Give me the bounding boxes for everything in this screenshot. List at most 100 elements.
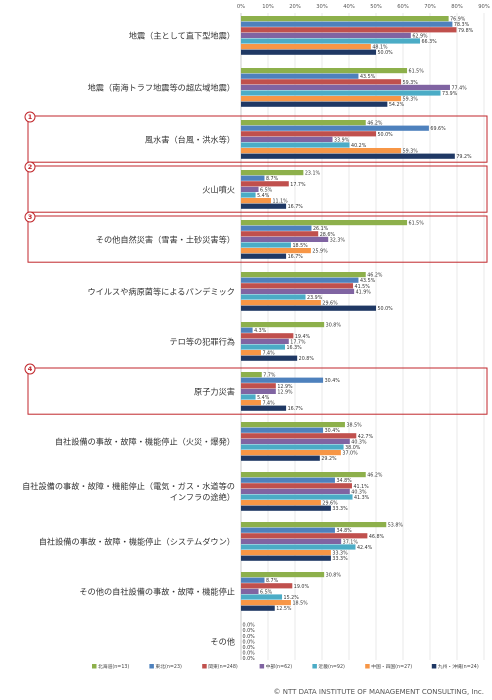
bar xyxy=(241,68,408,74)
category-label: 原子力災害 xyxy=(194,387,235,397)
data-label: 30.4% xyxy=(325,428,341,434)
bar xyxy=(241,27,457,33)
bar xyxy=(241,483,352,489)
data-label: 18.5% xyxy=(292,601,308,607)
bar xyxy=(241,131,376,137)
bar xyxy=(241,32,411,38)
legend-swatch xyxy=(431,664,437,669)
data-label: 0.0% xyxy=(243,634,256,640)
data-label: 20.8% xyxy=(299,356,315,362)
highlight-box xyxy=(27,367,488,415)
category-label: 火山噴火 xyxy=(202,185,235,195)
data-label: 46.2% xyxy=(367,473,383,479)
bar xyxy=(241,422,345,428)
bar xyxy=(241,136,333,142)
bar xyxy=(241,305,376,311)
data-label: 40.3% xyxy=(351,439,367,445)
data-label: 66.3% xyxy=(422,39,438,45)
bar xyxy=(241,555,331,561)
bar xyxy=(241,236,329,242)
data-label: 42.7% xyxy=(358,434,374,440)
bar xyxy=(241,192,256,198)
data-label: 33.3% xyxy=(332,551,348,557)
legend-swatch xyxy=(365,664,370,669)
bar xyxy=(241,186,259,192)
x-tick-label: 20% xyxy=(289,4,301,10)
x-tick-label: 80% xyxy=(451,4,463,10)
bar xyxy=(241,377,324,383)
x-tick-label: 60% xyxy=(397,4,409,10)
bar xyxy=(241,533,368,539)
bar xyxy=(241,120,366,126)
bar xyxy=(241,550,331,556)
bar xyxy=(241,433,357,439)
data-label: 76.9% xyxy=(450,17,466,23)
bar xyxy=(241,383,276,389)
highlight-badge-number: 2 xyxy=(28,163,33,171)
bar xyxy=(241,400,261,406)
data-label: 6.5% xyxy=(260,187,273,193)
data-label: 59.3% xyxy=(403,80,419,86)
bar xyxy=(241,594,283,600)
bar xyxy=(241,242,291,248)
data-label: 77.4% xyxy=(451,85,467,91)
category-label: インフラの途絶） xyxy=(170,492,235,502)
highlight-badge xyxy=(24,363,36,375)
data-label: 40.2% xyxy=(351,143,367,149)
bar xyxy=(241,544,356,550)
data-label: 6.5% xyxy=(260,589,273,595)
bar xyxy=(241,170,304,176)
copyright-text: © NTT DATA INSTITUTE OF MANAGEMENT CONSU… xyxy=(274,688,484,696)
data-label: 34.8% xyxy=(336,478,352,484)
data-label: 79.8% xyxy=(458,28,474,34)
highlight-badge xyxy=(24,161,36,173)
bar xyxy=(241,16,449,22)
data-label: 30.4% xyxy=(325,378,341,384)
data-label: 0.0% xyxy=(243,651,256,657)
bar xyxy=(241,277,359,283)
bar xyxy=(241,588,259,594)
data-label: 42.4% xyxy=(357,545,373,551)
legend-entry: 中部(n=62) xyxy=(266,663,293,670)
category-label: その他の自社設備の事故・故障・機能停止 xyxy=(79,587,235,597)
data-label: 38.5% xyxy=(346,423,362,429)
bar xyxy=(241,272,366,278)
data-label: 54.2% xyxy=(389,102,405,108)
category-label: 自社設備の事故・故障・機能停止（システムダウン） xyxy=(39,537,235,547)
bar xyxy=(241,444,344,450)
data-label: 48.1% xyxy=(372,45,388,51)
bar xyxy=(241,322,325,328)
bar xyxy=(241,455,320,461)
data-label: 23.9% xyxy=(307,295,323,301)
data-label: 30.8% xyxy=(326,573,342,579)
bar xyxy=(241,500,321,506)
bar xyxy=(241,79,402,85)
bar xyxy=(241,527,335,533)
data-label: 62.9% xyxy=(412,33,428,39)
legend-entry: 中国・四国(n=27) xyxy=(371,663,412,670)
legend-entry: 北海道(n=13) xyxy=(98,663,129,670)
bar xyxy=(241,405,287,411)
x-tick-label: 70% xyxy=(424,4,436,10)
bar xyxy=(241,142,350,148)
bar xyxy=(241,344,286,350)
data-label: 8.7% xyxy=(266,578,279,584)
bar xyxy=(241,355,298,361)
data-label: 38.0% xyxy=(345,445,361,451)
highlight-badge-number: 3 xyxy=(28,213,33,221)
data-label: 41.9% xyxy=(356,289,372,295)
bar xyxy=(241,450,341,456)
bar xyxy=(241,394,256,400)
data-label: 18.5% xyxy=(292,243,308,249)
bar xyxy=(241,38,421,44)
category-label: 自社設備の事故・故障・機能停止（火災・爆発） xyxy=(55,437,235,447)
data-label: 25.9% xyxy=(312,249,328,255)
data-label: 59.3% xyxy=(403,97,419,103)
data-label: 46.2% xyxy=(367,121,383,127)
category-label: 自社設備の事故・故障・機能停止（電気・ガス・水道等の xyxy=(22,481,235,491)
x-tick-label: 0% xyxy=(237,4,245,10)
data-label: 50.0% xyxy=(378,306,394,312)
category-label: ウイルスや病原菌等によるパンデミック xyxy=(87,287,235,297)
highlight-badge-number: 4 xyxy=(28,365,33,373)
highlight-badge-number: 1 xyxy=(28,113,33,121)
